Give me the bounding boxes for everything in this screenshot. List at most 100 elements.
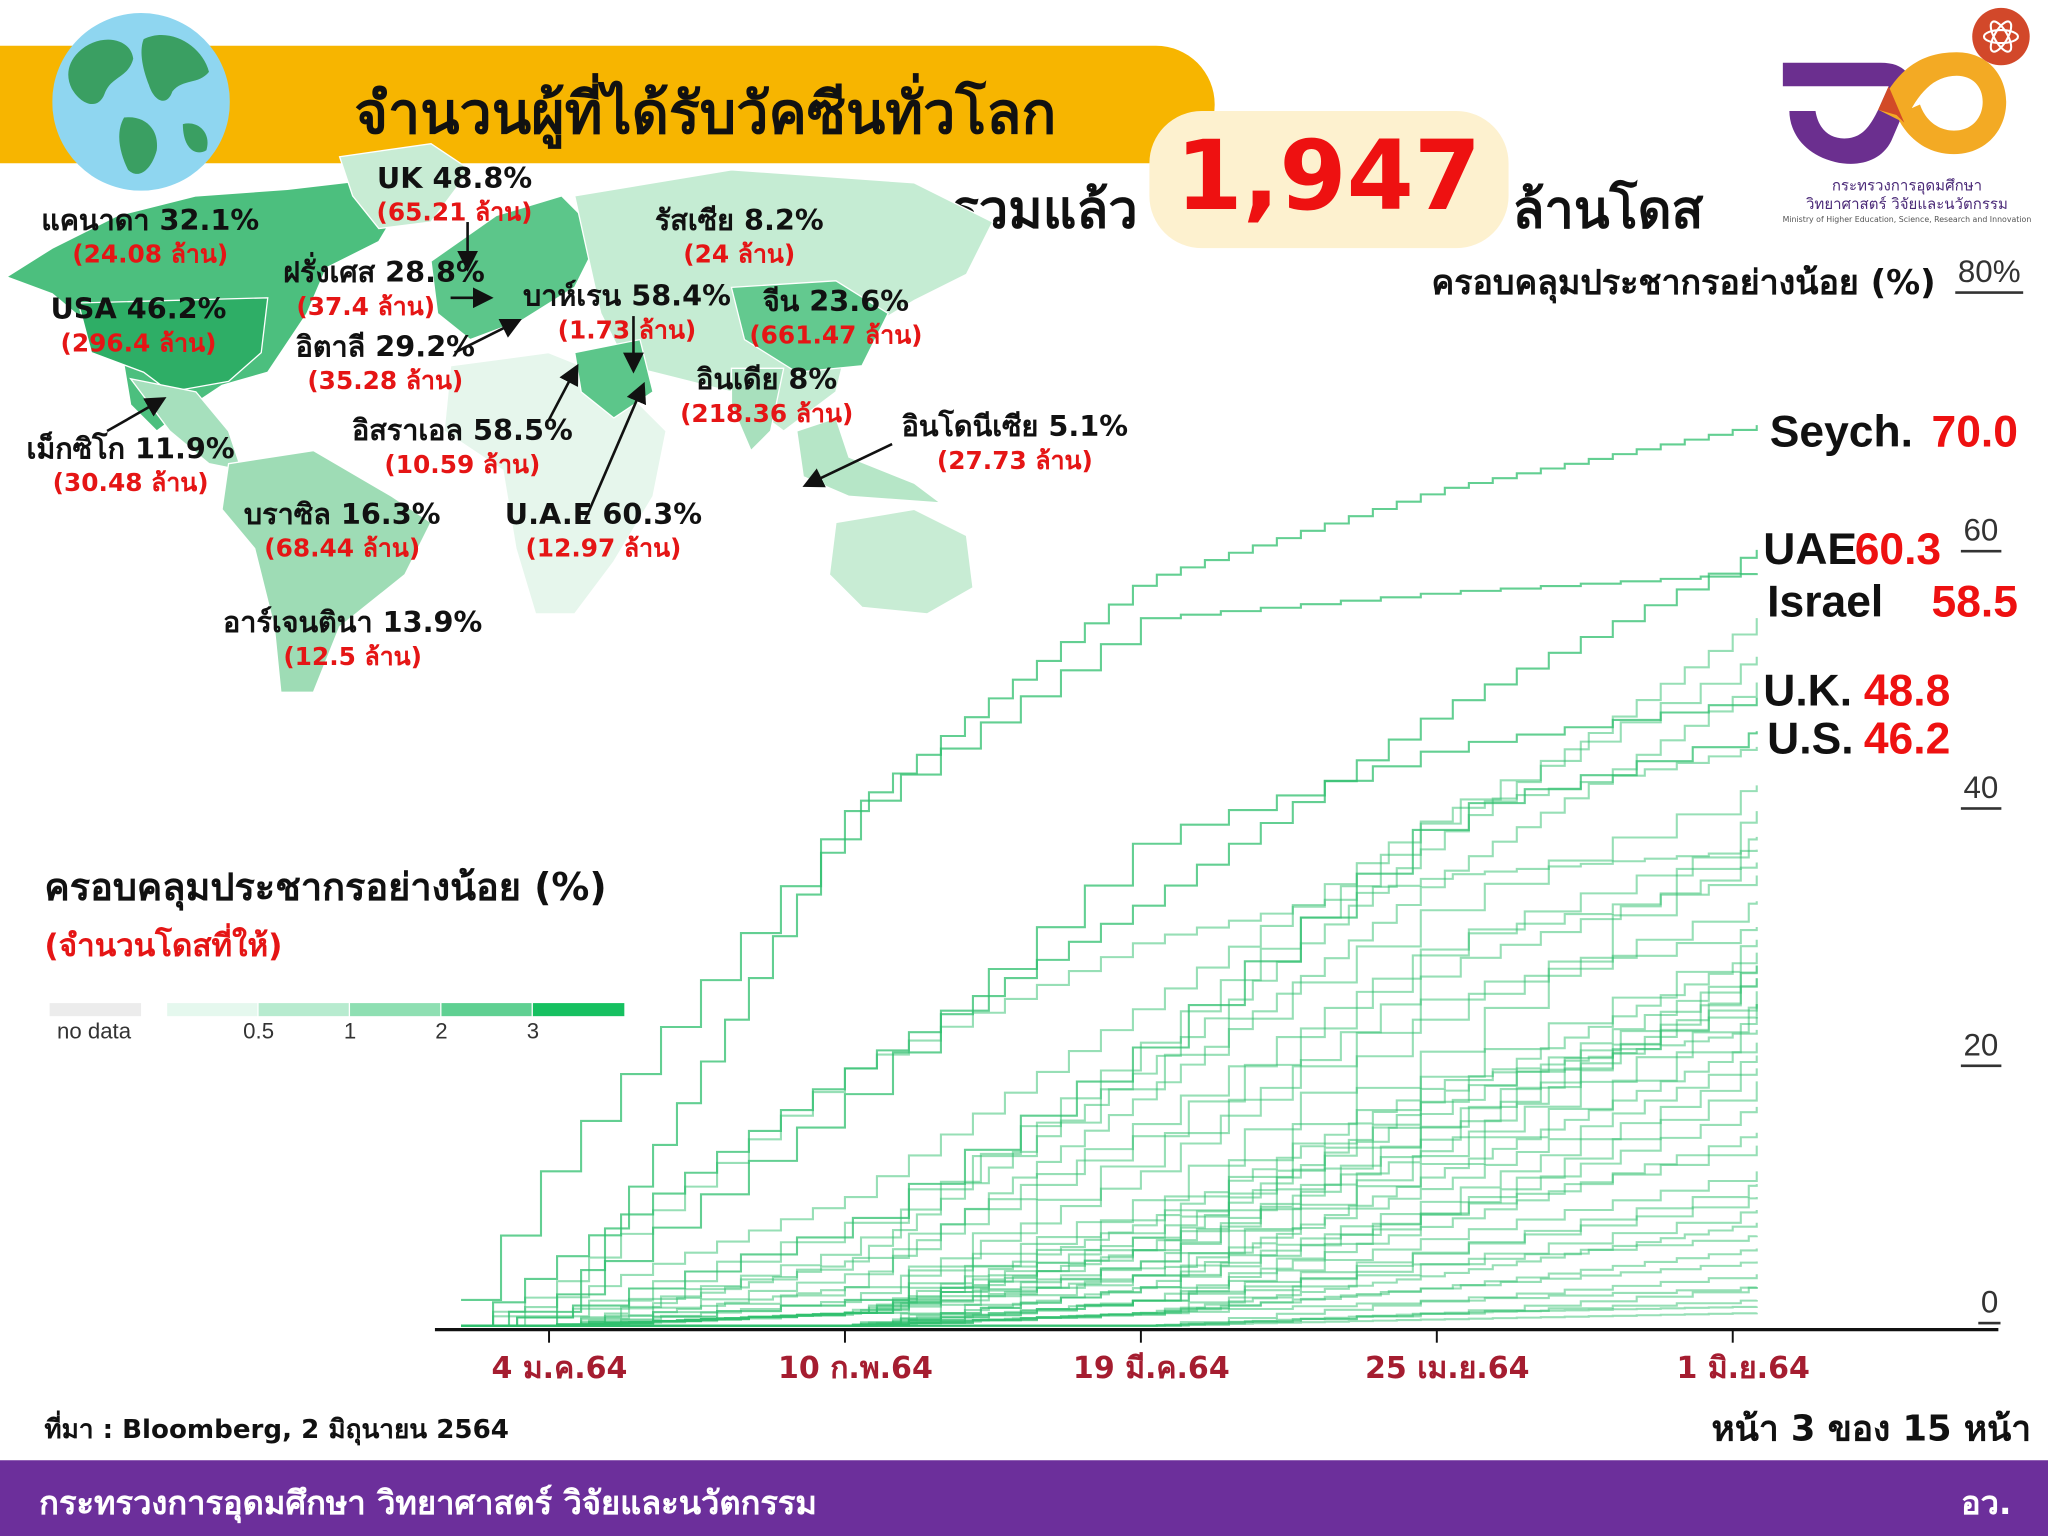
map-country-doses: (24.08 ล้าน) <box>72 240 229 270</box>
series-line <box>461 862 1758 1327</box>
map-country-doses: (30.48 ล้าน) <box>52 468 209 498</box>
x-tick-label: 1 มิ.ย.64 <box>1676 1351 1810 1386</box>
legend-swatch-no-data <box>49 1003 142 1017</box>
series-line <box>461 811 1758 1327</box>
y-tick-top: 80% <box>1955 255 2024 295</box>
value-us: 46.2 <box>1863 714 1951 765</box>
y-tick-label: 20 <box>1960 1028 2001 1068</box>
label-uae: UAE <box>1763 525 1858 575</box>
map-country-doses: (35.28 ล้าน) <box>307 367 464 396</box>
map-greenland <box>338 142 472 230</box>
map-country-label: ฝรั่งเศส 28.8% <box>283 257 485 290</box>
map-country-doses: (10.59 ล้าน) <box>384 450 541 480</box>
map-china <box>730 280 890 373</box>
logo-text-en: Ministry of Higher Education, Science, R… <box>1782 215 2032 225</box>
series-line-uk <box>461 697 1758 1327</box>
series-line-seych <box>461 425 1758 1327</box>
series-line <box>461 1004 1758 1327</box>
total-unit: ล้านโดส <box>1512 180 1704 241</box>
footer-bar <box>0 1460 2048 1536</box>
map-country-doses: (68.44 ล้าน) <box>264 534 421 563</box>
map-country-label: บราซิล 16.3% <box>243 498 441 532</box>
total-doses: 1,947 <box>1175 120 1482 233</box>
label-israel: Israel <box>1767 577 1884 627</box>
legend-subtitle: (จำนวนโดสที่ให้) <box>44 927 283 964</box>
legend-swatch <box>350 1003 441 1017</box>
map-country-doses: (296.4 ล้าน) <box>60 329 217 358</box>
series-line-us <box>461 731 1758 1327</box>
map-country-doses: (37.4 ล้าน) <box>296 292 436 322</box>
legend-swatch <box>532 1003 625 1017</box>
arrow-indonesia <box>802 442 893 488</box>
map-country-doses: (1.73 ล้าน) <box>557 316 697 345</box>
legend-tick: 3 <box>526 1018 540 1044</box>
map-country-label: อินโดนีเซีย 5.1% <box>901 411 1129 445</box>
label-uk: U.K. <box>1763 666 1853 716</box>
legend-swatch <box>258 1003 349 1017</box>
map-country-label: จีน 23.6% <box>762 286 910 319</box>
legend-label-no-data: no data <box>56 1018 132 1044</box>
map-country-label: อินเดีย 8% <box>696 364 838 398</box>
logo-mark-icon <box>1782 7 2030 164</box>
arrow-italy <box>453 318 522 354</box>
logo-text-th-2: วิทยาศาสตร์ วิจัยและนวัตกรรม <box>1805 194 2008 213</box>
series-line <box>461 991 1758 1327</box>
map-australia <box>828 508 974 615</box>
x-tick-label: 19 มี.ค.64 <box>1072 1351 1230 1386</box>
legend-tick: 2 <box>435 1018 448 1044</box>
map-country-label: รัสเซีย 8.2% <box>654 205 824 238</box>
y-tick-label: 0 <box>1978 1285 2001 1325</box>
map-country-doses: (27.73 ล้าน) <box>936 446 1093 476</box>
page-indicator: หน้า 3 ของ 15 หน้า <box>1711 1409 2032 1450</box>
map-country-label: บาห์เรน 58.4% <box>522 280 731 314</box>
series-line <box>461 901 1758 1327</box>
footer-ministry: กระทรวงการอุดมศึกษา วิทยาศาสตร์ วิจัยและ… <box>39 1483 817 1522</box>
series-line <box>461 849 1758 1327</box>
value-uk: 48.8 <box>1863 666 1951 716</box>
map-country-label: UK 48.8% <box>376 163 533 196</box>
series-line <box>461 656 1758 1327</box>
legend-tick: 0.5 <box>243 1018 275 1044</box>
legend-title: ครอบคลุมประชากรอย่างน้อย (%) <box>44 864 607 910</box>
x-tick-label: 25 เม.ย.64 <box>1364 1351 1530 1386</box>
series-line <box>461 926 1758 1327</box>
label-us: U.S. <box>1767 714 1854 765</box>
label-seychelles: Seych. <box>1769 407 1913 458</box>
legend-swatch <box>441 1003 532 1017</box>
series-line <box>461 1305 1758 1327</box>
map-country-label: U.A.E 60.3% <box>504 498 703 532</box>
arrow-israel <box>547 363 579 422</box>
series-line <box>461 1042 1758 1327</box>
map-india <box>730 367 785 452</box>
source-note: ที่มา : Bloomberg, 2 มิถุนายน 2564 <box>44 1413 509 1445</box>
series-line-israel <box>461 572 1758 1302</box>
legend-swatch <box>167 1003 258 1017</box>
map-country-label: USA 46.2% <box>50 293 227 327</box>
y-tick-label: 60 <box>1960 513 2001 553</box>
map-south-america <box>221 449 432 693</box>
legend-tick: 1 <box>343 1018 357 1044</box>
page-title: จำนวนผู้ที่ได้รับวัคซีนทั่วโลก <box>354 80 1057 148</box>
series-line <box>461 1004 1758 1327</box>
map-country-doses: (24 ล้าน) <box>683 240 796 270</box>
y-tick-label: 40 <box>1960 771 2001 811</box>
value-uae: 60.3 <box>1854 525 1942 575</box>
globe-icon <box>52 13 230 191</box>
map-country-doses: (661.47 ล้าน) <box>749 321 923 351</box>
map-country-label: อิสราเอล 58.5% <box>351 415 573 448</box>
series-line <box>461 875 1758 1327</box>
map-country-label: อาร์เจนตินา 13.9% <box>223 607 483 640</box>
arrow-mexico <box>106 397 167 433</box>
chart-title: ครอบคลุมประชากรอย่างน้อย (%) <box>1431 263 1936 304</box>
series-line <box>461 746 1758 1327</box>
series-line <box>461 618 1758 1327</box>
map-country-label: เม็กซิโก 11.9% <box>26 433 235 467</box>
map-country-doses: (12.97 ล้าน) <box>525 534 682 563</box>
series-line-uae <box>461 549 1758 1327</box>
map-country-doses: (65.21 ล้าน) <box>376 198 533 228</box>
x-tick-label: 4 ม.ค.64 <box>491 1351 628 1386</box>
value-seychelles: 70.0 <box>1931 407 2018 458</box>
